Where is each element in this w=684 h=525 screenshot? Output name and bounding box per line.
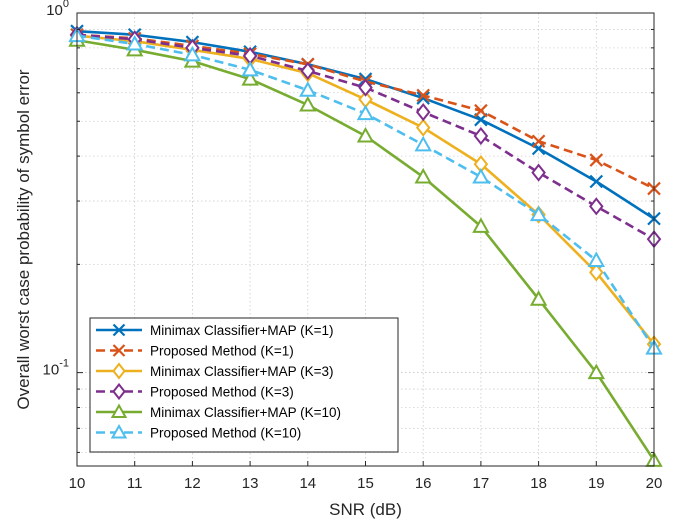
y-axis-label: Overall worst case probability of symbol… [14,69,33,409]
y-tick-label: 10-1 [43,358,69,379]
legend-label: Proposed Method (K=10) [150,426,301,441]
legend: Minimax Classifier+MAP (K=1) Proposed Met… [89,317,399,453]
y-tick-exponent: -1 [59,358,69,370]
legend-item: Proposed Method (K=3) [96,382,294,401]
y-tick-label: 100 [46,0,69,19]
x-marker [112,344,126,357]
legend-label: Minimax Classifier+MAP (K=1) [150,323,334,338]
x-marker [531,134,546,149]
x-axis-label: SNR (dB) [329,500,402,519]
triangle-marker [183,45,202,62]
x-tick-label: 13 [242,475,259,492]
x-axis-ticks: 10 11 12 13 14 15 16 17 18 19 20 [69,461,663,492]
triangle-marker [529,205,548,222]
triangle-marker [356,126,375,143]
triangle-marker [241,70,259,86]
x-tick-label: 17 [473,475,490,492]
legend-item: Minimax Classifier+MAP (K=3) [96,362,334,380]
triangle-marker [414,135,432,152]
x-marker [416,88,430,103]
diamond-marker [473,126,489,146]
series-5 [68,31,663,467]
triangle-marker [587,363,606,380]
diamond-marker [358,78,373,97]
triangle-marker [472,217,490,233]
triangle-marker [356,104,375,121]
x-tick-label: 15 [357,475,374,492]
legend-item: Proposed Method (K=10) [96,423,301,441]
diamond-marker [112,362,126,380]
series-layer [68,24,663,467]
diamond-marker [415,103,431,122]
triangle-marker [299,95,317,112]
legend-label: Minimax Classifier+MAP (K=10) [150,405,341,420]
diamond-marker [589,197,604,216]
series-6 [68,26,663,355]
y-tick-exponent: 0 [63,0,69,10]
x-marker [416,91,430,105]
x-tick-label: 20 [646,475,663,492]
legend-label: Minimax Classifier+MAP (K=3) [150,364,334,379]
x-tick-label: 18 [530,475,547,492]
x-tick-label: 16 [415,475,432,492]
triangle-marker [472,167,490,184]
legend-item: Minimax Classifier+MAP (K=1) [96,323,334,338]
triangle-marker [587,251,606,268]
triangle-marker [125,34,144,51]
series-line [76,33,655,190]
legend-item: Minimax Classifier+MAP (K=10) [96,403,341,420]
diamond-marker [300,61,316,81]
triangle-marker [529,290,548,306]
diamond-marker [112,382,126,401]
triangle-marker [241,60,259,77]
legend-label: Proposed Method (K=1) [150,344,294,359]
x-marker [589,174,604,189]
x-marker [589,153,604,167]
triangle-marker [414,167,432,184]
legend-box [89,317,399,453]
legend-item: Proposed Method (K=1) [96,344,294,359]
triangle-marker [110,403,128,418]
triangle-marker [110,423,128,439]
x-tick-label: 10 [69,475,86,492]
x-tick-label: 19 [588,475,605,492]
diamond-marker [589,263,604,282]
legend-label: Proposed Method (K=3) [150,385,294,400]
x-marker [474,103,488,118]
x-tick-label: 11 [127,475,143,492]
x-tick-label: 14 [299,475,316,492]
x-marker [112,323,126,337]
y-tick-base: 10 [46,2,63,19]
diamond-marker [415,118,431,137]
y-tick-base: 10 [43,362,60,379]
triangle-marker [299,81,317,97]
diamond-marker [531,163,546,182]
x-tick-label: 12 [184,475,201,492]
